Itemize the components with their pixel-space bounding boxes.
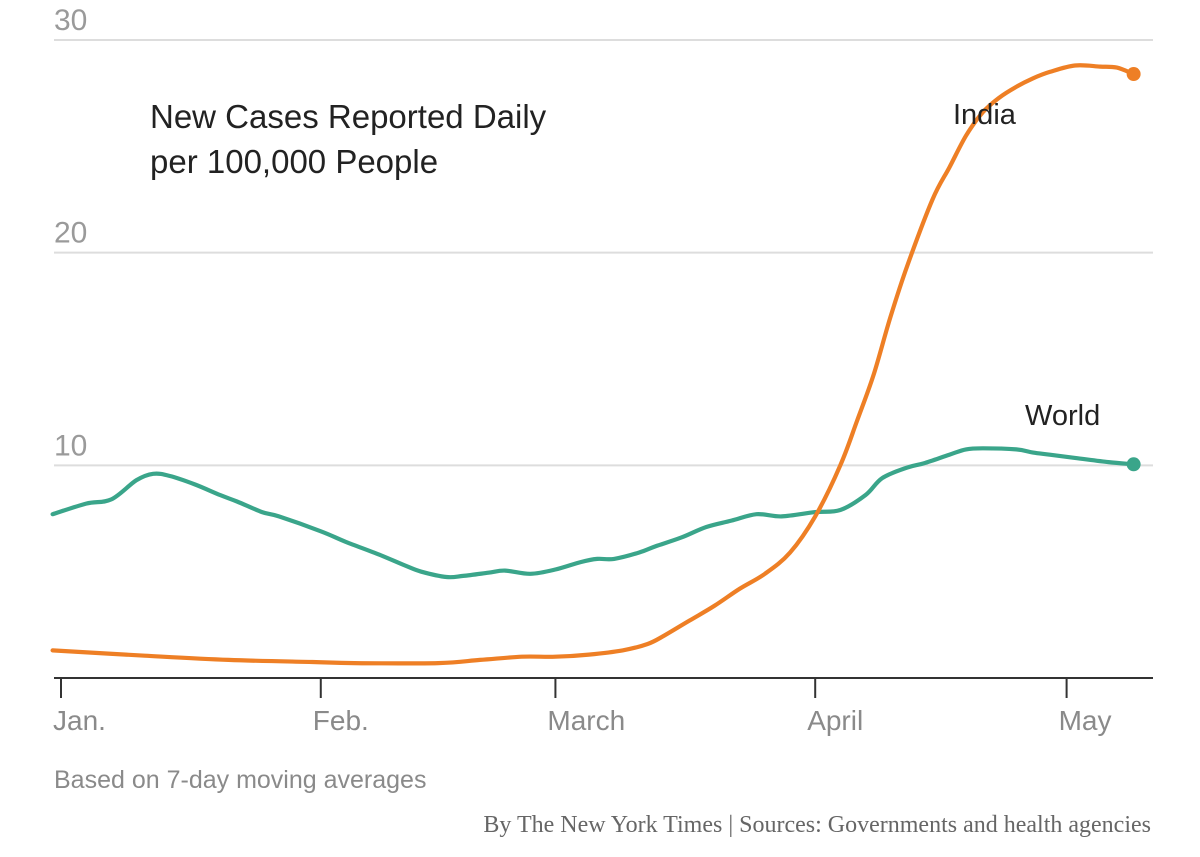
series-line-india	[50, 63, 1136, 666]
x-tick-label-april: April	[807, 705, 863, 736]
y-tick-labels: 10 20 30	[54, 4, 87, 462]
y-tick-label-10: 10	[54, 429, 87, 462]
series-line-world	[50, 446, 1136, 580]
gridlines	[54, 39, 1153, 467]
series-lines	[50, 63, 1141, 666]
x-tick-label-jan: Jan.	[53, 705, 106, 736]
x-tick-marks: Jan. Feb. March April May	[53, 678, 1112, 736]
x-tick-label-feb: Feb.	[313, 705, 369, 736]
series-label-world: World	[1025, 400, 1100, 432]
series-end-marker-world	[1126, 457, 1141, 472]
series-label-india: India	[953, 99, 1017, 131]
footnote: Based on 7-day moving averages	[54, 766, 426, 794]
source-credit: By The New York Times | Sources: Governm…	[483, 812, 1151, 838]
y-tick-label-20: 20	[54, 217, 87, 250]
x-tick-label-march: March	[547, 705, 625, 736]
x-tick-label-may: May	[1059, 705, 1112, 736]
series-end-marker-india	[1126, 67, 1141, 82]
chart-subtitle: per 100,000 People	[150, 143, 438, 180]
chart-title: New Cases Reported Daily	[150, 98, 547, 135]
y-tick-label-30: 30	[54, 4, 87, 37]
